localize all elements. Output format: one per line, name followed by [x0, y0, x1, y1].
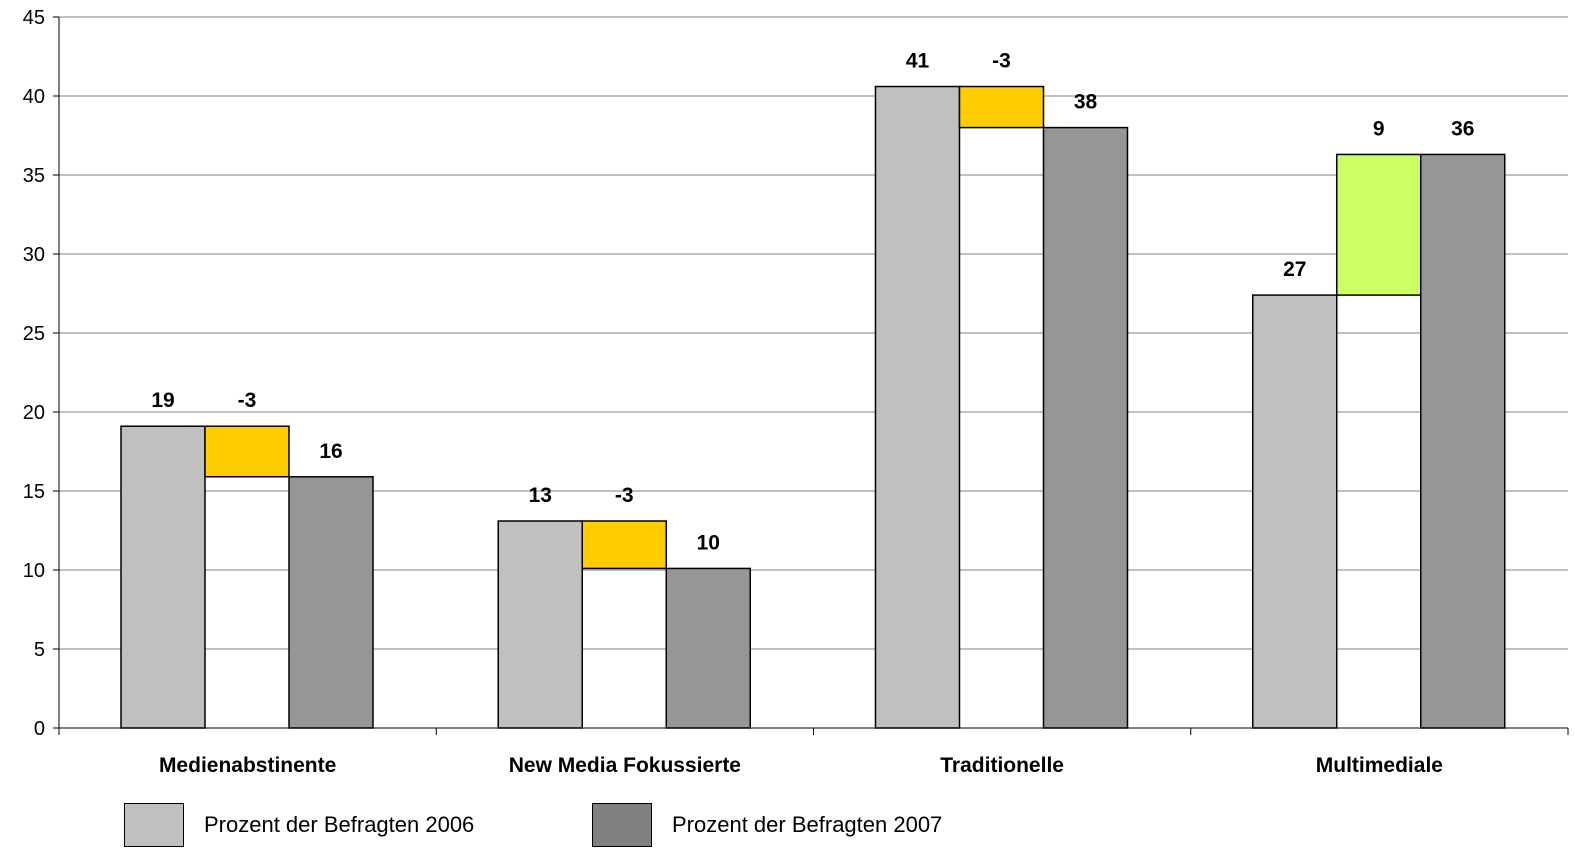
legend-swatch-2007: [592, 803, 652, 847]
category-label-3: Multimediale: [1316, 754, 1443, 777]
data-label-2007-1: 10: [697, 531, 720, 554]
y-tick-label-40: 40: [23, 86, 45, 108]
bar-2007-2: [1042, 126, 1129, 729]
data-label-change-1: -3: [615, 484, 634, 507]
y-tick-label-45: 45: [23, 7, 45, 29]
y-tick-label-10: 10: [23, 560, 45, 582]
bar-2006-0: [120, 425, 206, 729]
legend: Prozent der Befragten 2006 Prozent der B…: [0, 802, 1575, 851]
legend-label-2006: Prozent der Befragten 2006: [204, 812, 475, 837]
bar-change-2: [958, 85, 1045, 129]
bar-chart: 0 5 10 15 20 25 30 35 40 45 19 -3 16 Medienabstinent…: [23, 7, 1569, 777]
y-tick-label-0: 0: [34, 718, 45, 740]
legend-swatch-2006: [124, 803, 184, 847]
data-label-2006-0: 19: [151, 389, 174, 412]
data-label-change-2: -3: [992, 50, 1011, 73]
category-label-0: Medienabstinente: [159, 754, 336, 777]
data-label-2006-2: 41: [906, 50, 930, 73]
y-tick-label-15: 15: [23, 481, 45, 503]
data-label-change-3: 9: [1373, 117, 1385, 140]
bar-change-0: [204, 425, 290, 478]
category-label-2: Traditionelle: [940, 754, 1064, 777]
bar-change-3: [1336, 153, 1422, 296]
legend-item-2006: Prozent der Befragten 2006: [124, 802, 474, 848]
y-tick-label-5: 5: [34, 639, 45, 661]
bar-2007-1: [665, 567, 751, 729]
data-label-2007-3: 36: [1451, 117, 1474, 140]
data-label-2007-2: 38: [1074, 91, 1098, 114]
bar-2006-3: [1252, 294, 1338, 729]
bar-2007-3: [1420, 153, 1506, 729]
category-label-1: New Media Fokussierte: [509, 754, 741, 777]
legend-label-2007: Prozent der Befragten 2007: [672, 812, 943, 837]
y-tick-label-35: 35: [23, 165, 45, 187]
y-tick-label-20: 20: [23, 402, 45, 424]
y-tick-label-25: 25: [23, 323, 45, 345]
data-label-2006-1: 13: [529, 484, 552, 507]
data-label-2007-0: 16: [319, 440, 342, 463]
gridlines: [59, 16, 1568, 650]
bar-2006-2: [874, 85, 961, 729]
bar-2007-0: [288, 476, 374, 729]
data-label-change-0: -3: [238, 389, 257, 412]
bar-2006-1: [497, 520, 583, 729]
bar-change-1: [581, 520, 667, 570]
data-labels: 19 -3 16 Medienabstinente 13 -3 10 New Media Fo…: [151, 50, 1474, 777]
legend-item-2007: Prozent der Befragten 2007: [592, 802, 942, 848]
data-label-2006-3: 27: [1283, 258, 1306, 281]
y-tick-label-30: 30: [23, 244, 45, 266]
bars: [120, 85, 1506, 729]
